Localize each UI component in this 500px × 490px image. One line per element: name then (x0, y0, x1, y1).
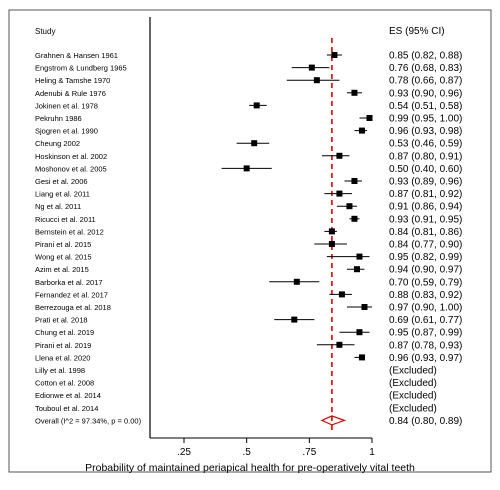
study-es-text: 0.78 (0.66, 0.87) (389, 76, 462, 87)
study-es-text: (Excluded) (389, 403, 437, 414)
study-point-marker (356, 253, 363, 260)
study-point-marker (358, 127, 365, 134)
study-label: Chung et al. 2019 (35, 328, 94, 337)
study-point-marker (331, 52, 338, 58)
study-es-text: 0.95 (0.82, 0.99) (389, 252, 462, 263)
study-label: Pirani et al. 2019 (35, 341, 91, 350)
x-tick-label: 1 (369, 447, 375, 458)
study-point-marker (351, 89, 358, 96)
study-es-text: 0.87 (0.80, 0.91) (389, 151, 462, 162)
study-label: Ricucci et al. 2011 (35, 215, 96, 224)
overall-diamond (320, 415, 347, 426)
x-axis-ticks: .25 .5 .75 1 (177, 438, 375, 458)
study-es-text: 0.93 (0.90, 0.96) (389, 88, 462, 99)
study-label: Hoskinson et al. 2002 (35, 152, 107, 161)
study-label: Moshonov et al. 2005 (35, 164, 107, 173)
study-label: Edionwe et al. 2014 (35, 391, 101, 400)
study-es-text: 0.84 (0.81, 0.86) (389, 227, 462, 238)
study-label: Cotton et al. 2008 (35, 379, 94, 388)
study-point-marker (361, 304, 368, 310)
study-es-text: 0.99 (0.95, 1.00) (389, 114, 462, 125)
study-es-text: 0.91 (0.86, 0.94) (389, 202, 462, 213)
study-column-header: Study (35, 27, 55, 36)
study-point-marker (336, 152, 343, 159)
study-label: Grahnen & Hansen 1961 (35, 51, 118, 60)
study-point-marker (253, 102, 260, 109)
study-label: Touboul et al. 2014 (35, 404, 98, 413)
study-es-text: 0.50 (0.40, 0.60) (389, 164, 462, 175)
study-label: Cheung 2002 (35, 139, 80, 148)
study-label: Sjogren et al. 1990 (35, 127, 98, 136)
study-point-marker (251, 140, 258, 147)
study-label: Fernandez et al. 2017 (35, 290, 108, 299)
study-es-text: 0.96 (0.93, 0.97) (389, 353, 462, 364)
study-es-text: 0.87 (0.78, 0.93) (389, 340, 462, 351)
study-point-marker (293, 278, 300, 285)
study-point-marker (328, 228, 335, 235)
study-label: Pirani et al. 2015 (35, 240, 91, 249)
study-point-marker (291, 316, 298, 323)
study-point-marker (336, 190, 343, 197)
study-es-text: 0.93 (0.91, 0.95) (389, 214, 462, 225)
study-es-text: 0.95 (0.87, 0.99) (389, 328, 462, 339)
plot-frame (8, 9, 492, 473)
study-point-marker (346, 203, 353, 210)
study-point-marker (313, 77, 320, 84)
study-label: Berrezouga et al. 2018 (35, 303, 111, 312)
study-label: Jokinen et al. 1978 (35, 101, 98, 110)
x-tick-label: .5 (242, 447, 251, 458)
study-es-text: 0.76 (0.68, 0.83) (389, 63, 462, 74)
study-es-text: (Excluded) (389, 391, 437, 402)
study-es-text: 0.97 (0.90, 1.00) (389, 303, 462, 314)
study-point-marker (243, 165, 250, 172)
overall-row: Overall (I^2 = 97.34%, p = 0.00) 0.84 (0.… (35, 415, 462, 427)
study-label: Prati et al. 2018 (35, 316, 88, 325)
study-point-marker (351, 178, 358, 184)
study-point-marker (366, 115, 373, 121)
study-point-marker (328, 241, 335, 247)
study-point-marker (358, 354, 365, 361)
study-label: Liang et al. 2011 (35, 190, 90, 199)
study-es-text: 0.54 (0.51, 0.58) (389, 101, 462, 112)
study-label: Engstrom & Lundberg 1965 (35, 64, 127, 73)
study-es-text: 0.93 (0.89, 0.96) (389, 177, 462, 188)
study-label: Ng et al. 2011 (35, 202, 81, 211)
study-label: Barborka et al. 2017 (35, 278, 103, 287)
overall-es-text: 0.84 (0.80, 0.89) (389, 416, 462, 427)
study-es-text: (Excluded) (389, 366, 437, 377)
study-label: Bernstein et al. 2012 (35, 227, 104, 236)
study-point-marker (351, 215, 358, 222)
study-point-marker (308, 64, 315, 71)
x-axis-label: Probability of maintained periapical hea… (85, 462, 415, 474)
study-rows: Grahnen & Hansen 1961 0.85 (0.82, 0.88) En… (35, 51, 462, 415)
study-point-marker (356, 329, 363, 336)
study-label: Wong et al. 2015 (35, 253, 92, 262)
study-es-text: 0.70 (0.59, 0.79) (389, 277, 462, 288)
study-label: Gesi et al. 2006 (35, 177, 88, 186)
x-tick-label: .25 (177, 447, 191, 458)
overall-label: Overall (I^2 = 97.34%, p = 0.00) (35, 416, 142, 425)
study-point-marker (338, 291, 345, 298)
study-es-text: 0.84 (0.77, 0.90) (389, 240, 462, 251)
study-es-text: 0.94 (0.90, 0.97) (389, 265, 462, 276)
study-point-marker (353, 266, 360, 273)
x-tick-label: .75 (302, 447, 316, 458)
study-label: Lilly et al. 1998 (35, 366, 85, 375)
study-es-text: 0.85 (0.82, 0.88) (389, 51, 462, 62)
study-label: Pekruhn 1986 (35, 114, 82, 123)
study-point-marker (336, 341, 343, 348)
study-es-text: 0.87 (0.81, 0.92) (389, 189, 462, 200)
study-es-text: 0.69 (0.61, 0.77) (389, 315, 462, 326)
study-es-text: 0.88 (0.83, 0.92) (389, 290, 462, 301)
study-label: Adenubi & Rule 1976 (35, 89, 106, 98)
study-es-text: 0.96 (0.93, 0.98) (389, 126, 462, 137)
study-label: Heling & Tamshe 1970 (35, 76, 110, 85)
study-label: Azim et al. 2015 (35, 265, 89, 274)
study-es-text: 0.53 (0.46, 0.59) (389, 139, 462, 150)
study-es-text: (Excluded) (389, 378, 437, 389)
study-label: Llena et al. 2020 (35, 353, 90, 362)
es-column-header: ES (95% CI) (389, 26, 445, 37)
